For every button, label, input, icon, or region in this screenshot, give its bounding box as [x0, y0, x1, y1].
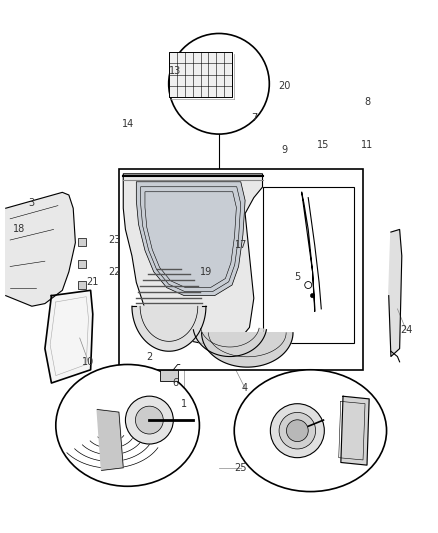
Text: 13: 13 — [170, 66, 182, 76]
Circle shape — [270, 403, 324, 458]
Polygon shape — [123, 174, 262, 343]
Polygon shape — [193, 328, 266, 357]
Text: 9: 9 — [281, 145, 287, 155]
Text: 14: 14 — [121, 118, 134, 128]
Circle shape — [169, 34, 269, 134]
Text: 15: 15 — [317, 140, 330, 150]
Text: 4: 4 — [242, 383, 248, 393]
Text: 19: 19 — [200, 267, 212, 277]
Text: 24: 24 — [400, 325, 412, 335]
Polygon shape — [97, 409, 123, 471]
Polygon shape — [6, 192, 75, 306]
Text: 7: 7 — [251, 113, 257, 123]
Bar — [78, 281, 86, 289]
Polygon shape — [45, 290, 93, 383]
Bar — [262, 187, 354, 343]
Text: 20: 20 — [278, 82, 290, 92]
Circle shape — [279, 413, 316, 449]
Text: 21: 21 — [87, 277, 99, 287]
Polygon shape — [136, 182, 245, 296]
Text: 10: 10 — [82, 357, 95, 367]
Text: 8: 8 — [364, 98, 370, 107]
Polygon shape — [201, 333, 293, 367]
Text: 3: 3 — [29, 198, 35, 208]
Bar — [169, 52, 232, 97]
Text: 2: 2 — [146, 352, 152, 361]
Text: 5: 5 — [294, 272, 300, 282]
Bar — [119, 168, 363, 370]
Circle shape — [135, 406, 163, 434]
Text: 6: 6 — [173, 378, 179, 388]
Circle shape — [125, 396, 173, 444]
Text: 18: 18 — [13, 224, 25, 235]
Polygon shape — [341, 396, 369, 465]
Polygon shape — [132, 306, 206, 351]
Polygon shape — [389, 229, 402, 357]
Circle shape — [311, 294, 315, 298]
Text: 17: 17 — [235, 240, 247, 251]
Text: 11: 11 — [361, 140, 373, 150]
Text: 23: 23 — [108, 235, 121, 245]
Bar — [78, 260, 86, 268]
Bar — [160, 370, 178, 382]
Text: 25: 25 — [234, 463, 247, 473]
Ellipse shape — [56, 365, 199, 486]
Circle shape — [305, 281, 312, 288]
Text: 22: 22 — [108, 267, 121, 277]
Ellipse shape — [234, 370, 387, 491]
Bar — [78, 238, 86, 246]
Text: 1: 1 — [181, 399, 187, 409]
Circle shape — [286, 420, 308, 441]
